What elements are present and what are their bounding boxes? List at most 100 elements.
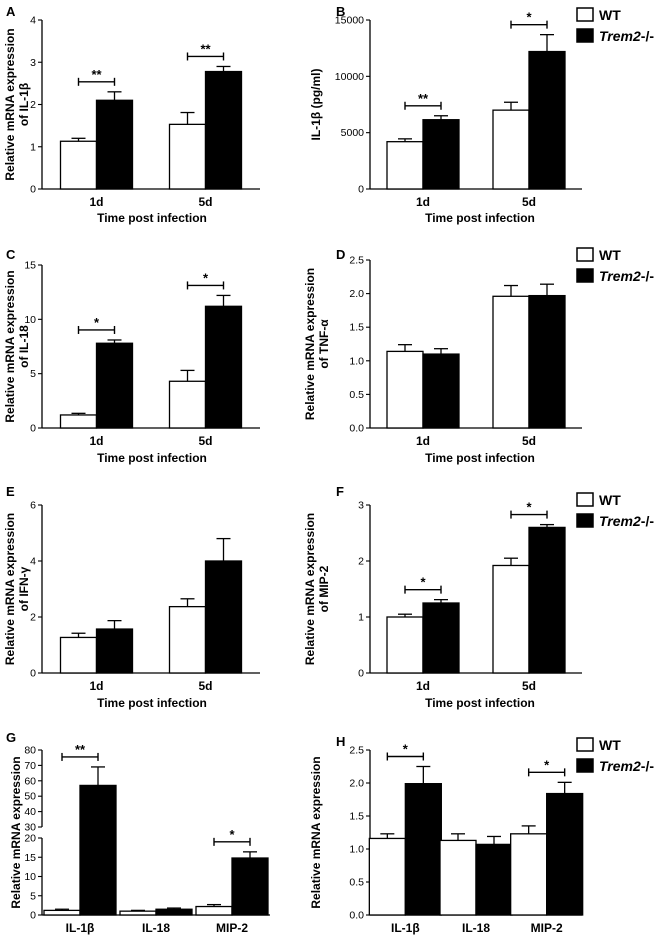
x-tick-label-a: 5d bbox=[198, 195, 212, 209]
x-tick-label-g: MIP-2 bbox=[216, 921, 248, 935]
y-tick-label-a: 3 bbox=[30, 57, 36, 69]
panel-label-b: B bbox=[336, 4, 345, 19]
bar-d-ko-1 bbox=[528, 294, 566, 429]
y-axis-label-line: Relative mRNA expression bbox=[9, 756, 23, 908]
y-axis-label-h: Relative mRNA expression bbox=[309, 756, 323, 908]
y-tick-label-h: 2.0 bbox=[349, 778, 364, 790]
x-tick-label-b: 5d bbox=[522, 195, 536, 209]
y-tick-label-g: 60 bbox=[24, 775, 36, 787]
bar-a-wt-1 bbox=[168, 123, 207, 190]
legend-label-ko: Trem2-/- bbox=[599, 758, 654, 774]
x-tick-label-e: 1d bbox=[89, 679, 103, 693]
x-tick-label-g: IL-18 bbox=[142, 921, 170, 935]
y-tick-label-c: 15 bbox=[24, 260, 36, 272]
bar-c-wt-1 bbox=[168, 380, 207, 429]
y-tick-label-b: 0 bbox=[358, 184, 364, 196]
y-tick-label-b: 15000 bbox=[335, 15, 364, 27]
bar-a-ko-0 bbox=[95, 99, 134, 190]
legend-swatch-ko bbox=[576, 28, 594, 43]
sig-mark-g: ** bbox=[75, 742, 86, 757]
x-tick-label-g: IL-1β bbox=[66, 921, 95, 935]
y-tick-label-h: 0.5 bbox=[349, 877, 364, 889]
y-tick-label-g: 20 bbox=[24, 833, 36, 845]
bar-e-ko-0 bbox=[95, 628, 134, 674]
bar-a-ko-1 bbox=[204, 70, 243, 190]
legend-label-wt: WT bbox=[599, 492, 621, 508]
x-axis-title-e: Time post infection bbox=[97, 696, 207, 710]
y-axis-label-line: IL-1β (pg/ml) bbox=[309, 69, 323, 141]
bar-a-wt-0 bbox=[59, 140, 98, 190]
legend-label-ko-gene: Trem2 bbox=[599, 513, 641, 529]
legend-label-wt: WT bbox=[599, 737, 621, 753]
bar-h-wt-1 bbox=[439, 839, 477, 916]
sig-mark-h: * bbox=[544, 757, 550, 772]
x-axis-title-b: Time post infection bbox=[425, 211, 535, 225]
bar-h-wt-2 bbox=[510, 833, 548, 916]
bar-c-ko-0 bbox=[95, 342, 134, 429]
bar-h-ko-2 bbox=[546, 792, 584, 916]
panel-label-f: F bbox=[336, 484, 344, 499]
x-tick-label-e: 5d bbox=[198, 679, 212, 693]
y-tick-label-c: 0 bbox=[30, 423, 36, 435]
y-tick-label-a: 4 bbox=[30, 15, 36, 27]
panel-label-e: E bbox=[6, 484, 15, 499]
y-tick-label-g: 30 bbox=[24, 822, 36, 834]
y-axis-label-line: Relative mRNA expression bbox=[3, 28, 17, 180]
bar-h-ko-1 bbox=[475, 843, 513, 916]
y-axis-label-c: Relative mRNA expressionof IL-18 bbox=[3, 270, 31, 422]
bar-d-wt-1 bbox=[492, 295, 530, 429]
y-tick-label-c: 10 bbox=[24, 314, 36, 326]
bar-g-wt-1 bbox=[119, 910, 157, 916]
y-axis-label-line: Relative mRNA expression bbox=[303, 268, 317, 420]
bar-b-ko-0 bbox=[422, 119, 460, 190]
bar-e-ko-1 bbox=[204, 560, 243, 674]
panel-label-c: C bbox=[6, 247, 16, 262]
bar-g-wt-2 bbox=[195, 905, 233, 916]
bar-f-ko-0 bbox=[422, 602, 460, 674]
x-tick-label-d: 5d bbox=[522, 434, 536, 448]
legend-label-ko: Trem2-/- bbox=[599, 28, 654, 44]
sig-mark-b: * bbox=[526, 10, 532, 25]
sig-mark-c: * bbox=[203, 270, 209, 285]
legend-label-ko: Trem2-/- bbox=[599, 513, 654, 529]
y-tick-label-d: 2.5 bbox=[349, 255, 364, 267]
legend-swatch-wt bbox=[576, 247, 594, 262]
y-axis-label-line: Relative mRNA expression bbox=[3, 513, 17, 665]
y-axis-label-line: of IL-1β bbox=[17, 83, 31, 126]
x-tick-label-h: IL-1β bbox=[391, 921, 420, 935]
y-tick-label-d: 1.0 bbox=[349, 355, 364, 367]
bar-b-wt-1 bbox=[492, 109, 530, 190]
y-axis-label-line: of IFN-γ bbox=[17, 566, 31, 611]
y-tick-label-h: 1.5 bbox=[349, 811, 364, 823]
y-tick-label-g: 50 bbox=[24, 791, 36, 803]
bar-g-ko-1 bbox=[155, 908, 193, 916]
y-tick-label-f: 2 bbox=[358, 556, 364, 568]
sig-mark-a: ** bbox=[91, 67, 102, 82]
x-tick-label-c: 5d bbox=[198, 434, 212, 448]
legend-label-wt: WT bbox=[599, 7, 621, 23]
sig-mark-b: ** bbox=[418, 91, 429, 106]
legend-label-ko: Trem2-/- bbox=[599, 268, 654, 284]
bar-f-wt-0 bbox=[386, 616, 424, 674]
bar-g-wt-0 bbox=[43, 909, 81, 916]
y-axis-label-a: Relative mRNA expressionof IL-1β bbox=[3, 28, 31, 180]
y-axis-label-g: Relative mRNA expression bbox=[9, 756, 23, 908]
bar-c-ko-1 bbox=[204, 305, 243, 429]
legend-label-ko-suffix: -/- bbox=[641, 28, 655, 44]
bar-b-ko-1 bbox=[528, 50, 566, 190]
x-axis-title-f: Time post infection bbox=[425, 696, 535, 710]
y-axis-label-line: of IL-18 bbox=[17, 325, 31, 368]
legend-swatch-wt bbox=[576, 492, 594, 507]
y-axis-label-line: Relative mRNA expression bbox=[3, 270, 17, 422]
bar-h-ko-0 bbox=[404, 783, 442, 916]
bar-d-ko-0 bbox=[422, 353, 460, 429]
y-axis-label-line: of TNF-α bbox=[317, 319, 331, 369]
x-tick-label-a: 1d bbox=[89, 195, 103, 209]
legend-swatch-ko bbox=[576, 268, 594, 283]
y-tick-label-b: 5000 bbox=[341, 127, 365, 139]
y-tick-label-e: 4 bbox=[30, 556, 36, 568]
legend-swatch-wt bbox=[576, 7, 594, 22]
panel-label-a: A bbox=[6, 4, 16, 19]
panel-label-h: H bbox=[336, 734, 345, 749]
bar-g-ko-2 bbox=[231, 857, 269, 916]
